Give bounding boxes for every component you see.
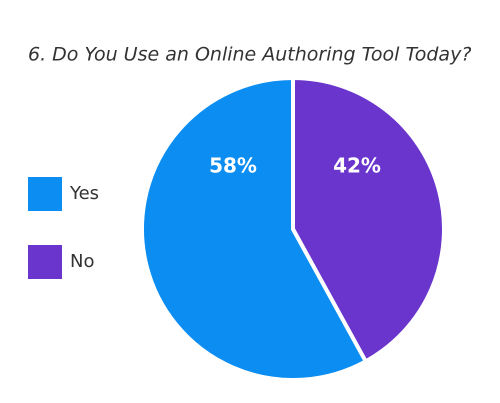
pie-slice [291, 76, 446, 364]
legend-label: Yes [69, 183, 99, 204]
legend-swatch [28, 177, 62, 211]
chart-title: 6. Do You Use an Online Authoring Tool T… [28, 44, 471, 66]
legend-swatch [28, 245, 62, 279]
data-label: 42% [333, 154, 381, 178]
pie-slice [140, 76, 368, 382]
legend-label: No [70, 251, 94, 272]
data-label: 58% [209, 154, 257, 178]
